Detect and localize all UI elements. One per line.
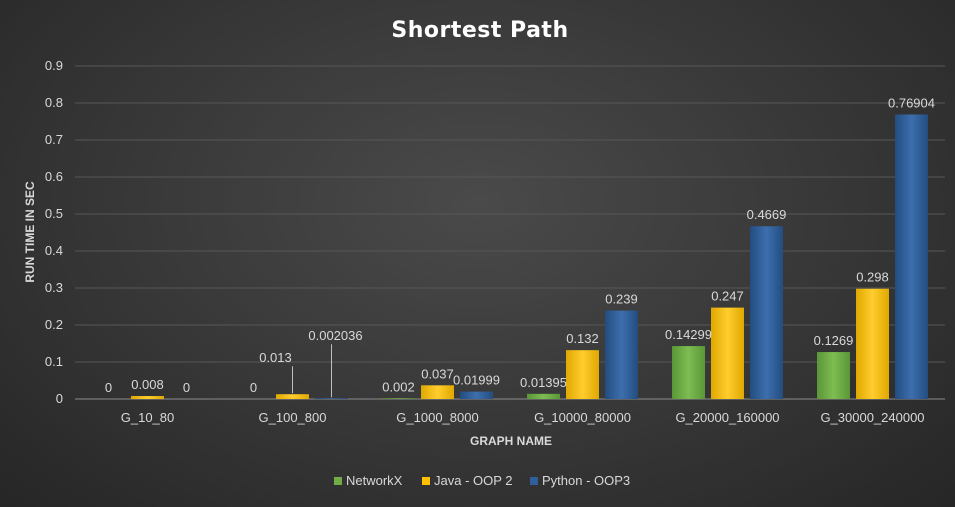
x-tick-label: G_1000_8000 (396, 410, 478, 425)
legend-label: Python - OOP3 (542, 473, 630, 488)
data-label: 0.76904 (888, 95, 935, 110)
data-label: 0.002036 (308, 328, 362, 343)
data-label: 0.239 (605, 292, 638, 307)
data-label: 0.4669 (747, 207, 787, 222)
bar-python-oop3 (315, 398, 348, 399)
bar-java-oop-2 (421, 385, 454, 399)
data-label: 0 (250, 380, 257, 395)
bar-networkx (672, 346, 705, 399)
x-tick-label: G_100_800 (259, 410, 327, 425)
x-axis-ticks: G_10_80 G_100_800 G_1000_8000 G_10000_80000… (121, 410, 925, 425)
bar-java-oop-2 (856, 288, 889, 399)
bar-python-oop3 (895, 114, 928, 399)
y-tick-label: 0.4 (45, 243, 63, 258)
data-label: 0.002 (382, 379, 415, 394)
data-label: 0 (183, 380, 190, 395)
gridlines (75, 65, 945, 400)
bar-networkx (527, 393, 560, 399)
legend: NetworkX Java - OOP 2 Python - OOP3 (334, 473, 630, 488)
y-tick-label: 0 (56, 391, 63, 406)
bar-python-oop3 (460, 391, 493, 399)
y-axis-title: RUN TIME IN SEC (23, 181, 37, 283)
y-tick-label: 0.6 (45, 169, 63, 184)
legend-swatch (422, 477, 430, 485)
y-tick-label: 0.1 (45, 354, 63, 369)
y-tick-label: 0.9 (45, 58, 63, 73)
y-tick-label: 0.2 (45, 317, 63, 332)
y-tick-label: 0.5 (45, 206, 63, 221)
x-tick-label: G_10000_80000 (534, 410, 631, 425)
x-axis-title: GRAPH NAME (470, 434, 552, 448)
x-tick-label: G_30000_240000 (820, 410, 924, 425)
legend-swatch (530, 477, 538, 485)
bar-networkx (817, 352, 850, 399)
legend-label: Java - OOP 2 (434, 473, 513, 488)
data-label: 0.247 (711, 289, 744, 304)
data-label: 0.1269 (814, 333, 854, 348)
y-tick-label: 0.7 (45, 132, 63, 147)
y-axis-ticks: 0 0.1 0.2 0.3 0.4 0.5 0.6 0.7 0.8 0.9 (45, 58, 63, 406)
data-label: 0.013 (259, 350, 292, 365)
bar-java-oop-2 (131, 396, 164, 399)
data-label: 0.01999 (453, 373, 500, 388)
bars (131, 114, 928, 399)
data-label: 0.132 (566, 331, 599, 346)
bar-python-oop3 (750, 226, 783, 399)
data-label: 0.298 (856, 270, 889, 285)
legend-label: NetworkX (346, 473, 403, 488)
bar-networkx (382, 398, 415, 399)
bar-java-oop-2 (276, 394, 309, 399)
legend-swatch (334, 477, 342, 485)
bar-java-oop-2 (711, 307, 744, 399)
data-label: 0.14299 (665, 327, 712, 342)
bar-python-oop3 (605, 310, 638, 399)
chart-title: Shortest Path (391, 18, 568, 43)
bar-java-oop-2 (566, 350, 599, 399)
x-tick-label: G_10_80 (121, 410, 175, 425)
y-tick-label: 0.3 (45, 280, 63, 295)
data-label: 0 (105, 380, 112, 395)
y-tick-label: 0.8 (45, 95, 63, 110)
x-tick-label: G_20000_160000 (675, 410, 779, 425)
data-label: 0.01395 (520, 375, 567, 390)
data-label: 0.008 (131, 377, 164, 392)
data-label: 0.037 (421, 366, 454, 381)
